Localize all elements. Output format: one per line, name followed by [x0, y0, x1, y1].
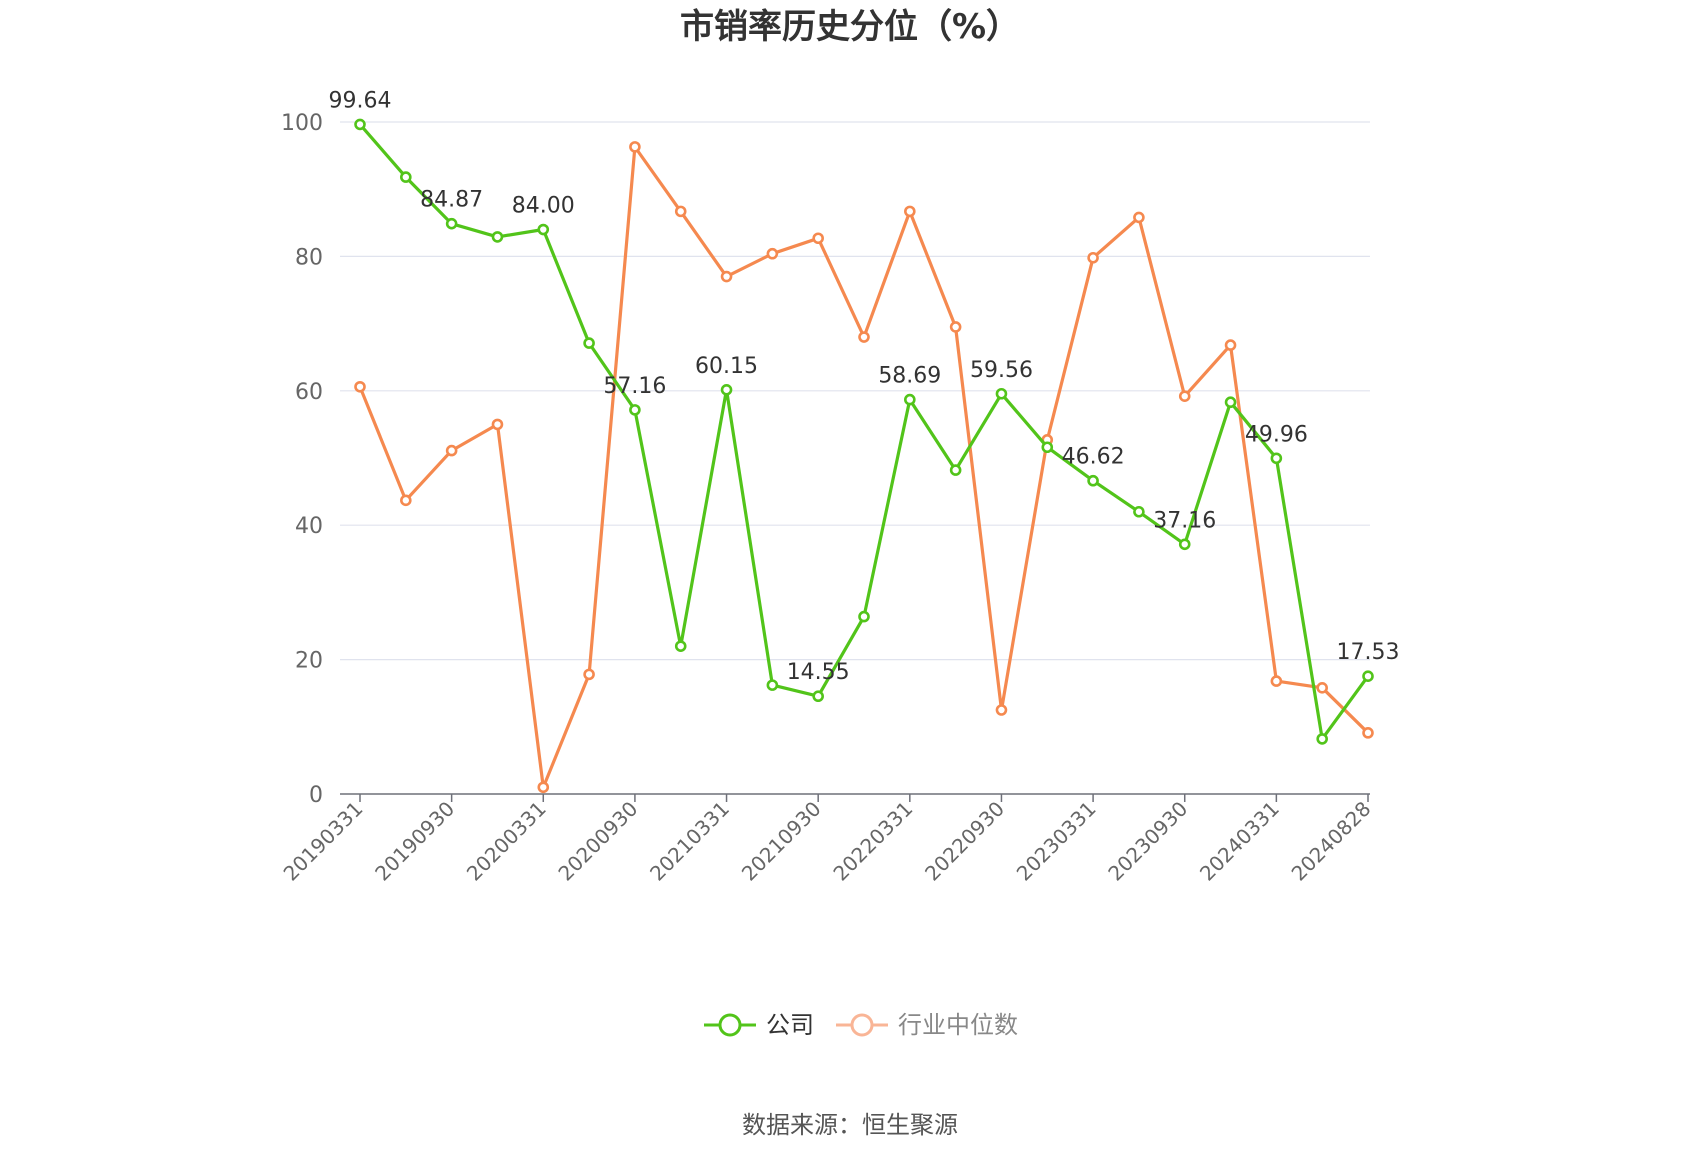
x-tick-label: 20230930 [1103, 797, 1192, 886]
company-data-point[interactable] [629, 404, 641, 416]
company-data-point[interactable] [904, 393, 916, 406]
industry-data-point[interactable] [674, 205, 687, 218]
legend-company-label: 公司 [766, 1011, 814, 1039]
industry-data-point[interactable] [491, 418, 504, 431]
y-tick-label: 0 [309, 783, 323, 808]
industry-data-point[interactable] [1178, 390, 1191, 402]
x-tick-label: 20190930 [370, 797, 459, 886]
data-labels: 99.64 84.87 84.00 57.16 60.15 14.55 58.69 59.56… [329, 88, 1400, 685]
data-label: 57.16 [603, 374, 666, 399]
industry-data-point[interactable] [766, 247, 779, 260]
x-tick-label: 20210331 [645, 797, 734, 886]
industry-data-point[interactable] [1224, 339, 1237, 351]
company-data-point[interactable] [949, 464, 962, 476]
y-tick-label: 40 [295, 514, 323, 539]
company-data-point[interactable] [1133, 505, 1145, 518]
x-tick-label: 20190331 [279, 797, 368, 886]
data-source: 数据来源：恒生聚源 [742, 1111, 958, 1139]
legend-company-marker [718, 1013, 742, 1037]
x-axis: 20190331 20190930 20200331 20200930 20210331… [279, 793, 1376, 886]
industry-data-point[interactable] [904, 205, 916, 218]
industry-data-point[interactable] [1270, 675, 1283, 687]
industry-data-point[interactable] [720, 270, 733, 283]
grid-lines [340, 121, 1370, 661]
legend-item-company[interactable]: 公司 [704, 1011, 814, 1039]
company-data-point[interactable] [1316, 733, 1328, 745]
y-tick-label: 20 [295, 649, 323, 674]
company-data-point[interactable] [1178, 538, 1191, 551]
data-label: 99.64 [329, 88, 392, 113]
company-data-point[interactable] [491, 231, 504, 243]
x-tick-label: 20230331 [1012, 797, 1101, 886]
y-tick-label: 100 [281, 111, 323, 136]
industry-data-point[interactable] [1316, 682, 1328, 694]
company-data-point[interactable] [858, 610, 870, 623]
x-tick-label: 20220331 [828, 797, 917, 886]
company-data-point[interactable] [583, 337, 595, 349]
company-data-point[interactable] [1041, 441, 1054, 454]
industry-series-line [358, 145, 1370, 789]
company-data-point[interactable] [537, 223, 550, 236]
industry-data-point[interactable] [445, 444, 458, 457]
series-layer [354, 118, 1374, 794]
company-data-point[interactable] [674, 640, 687, 652]
industry-data-point[interactable] [858, 331, 870, 343]
x-tick-label: 20220930 [920, 797, 1009, 886]
legend-industry-label: 行业中位数 [898, 1011, 1018, 1039]
industry-data-point[interactable] [949, 321, 962, 333]
company-data-point[interactable] [812, 690, 824, 703]
x-tick-label: 20240331 [1195, 797, 1284, 886]
company-data-point[interactable] [400, 171, 412, 183]
data-label: 84.00 [512, 194, 575, 219]
data-label: 17.53 [1337, 640, 1400, 665]
company-data-point[interactable] [1270, 452, 1283, 465]
data-label: 49.96 [1245, 422, 1308, 447]
company-data-point[interactable] [445, 217, 458, 230]
industry-data-point[interactable] [583, 668, 595, 681]
data-label: 14.55 [787, 660, 850, 685]
industry-data-point[interactable] [1362, 727, 1374, 739]
company-data-point[interactable] [995, 387, 1008, 400]
x-tick-label: 20210930 [737, 797, 826, 886]
legend[interactable]: 公司 行业中位数 [704, 1011, 1018, 1039]
data-label: 84.87 [420, 188, 483, 213]
company-data-point[interactable] [1224, 396, 1237, 409]
x-tick-label: 20240828 [1287, 797, 1376, 886]
industry-data-point[interactable] [400, 494, 412, 507]
x-tick-label: 20200930 [553, 797, 642, 886]
y-axis: 0 20 40 60 80 100 [281, 111, 323, 808]
data-label: 46.62 [1062, 445, 1125, 470]
y-tick-label: 80 [295, 245, 323, 270]
industry-data-point[interactable] [1087, 251, 1099, 264]
x-tick-label: 20200331 [462, 797, 551, 886]
y-tick-label: 60 [295, 380, 323, 405]
company-data-point[interactable] [766, 679, 779, 691]
company-data-point[interactable] [1087, 474, 1099, 487]
data-label: 58.69 [878, 364, 941, 389]
industry-data-point[interactable] [1133, 211, 1145, 224]
industry-data-point[interactable] [812, 232, 824, 245]
data-label: 60.15 [695, 354, 758, 379]
company-data-point[interactable] [1362, 670, 1374, 682]
legend-item-industry[interactable]: 行业中位数 [836, 1011, 1018, 1039]
industry-data-point[interactable] [354, 380, 366, 393]
data-label: 59.56 [970, 358, 1033, 383]
legend-industry-marker [850, 1013, 874, 1037]
industry-data-point[interactable] [537, 781, 550, 794]
chart-title: 市销率历史分位（%） [680, 7, 1020, 47]
company-data-point[interactable] [720, 383, 733, 396]
company-data-point[interactable] [354, 118, 366, 131]
industry-data-point[interactable] [995, 704, 1008, 716]
data-label: 37.16 [1153, 508, 1216, 533]
industry-data-point[interactable] [629, 141, 641, 153]
